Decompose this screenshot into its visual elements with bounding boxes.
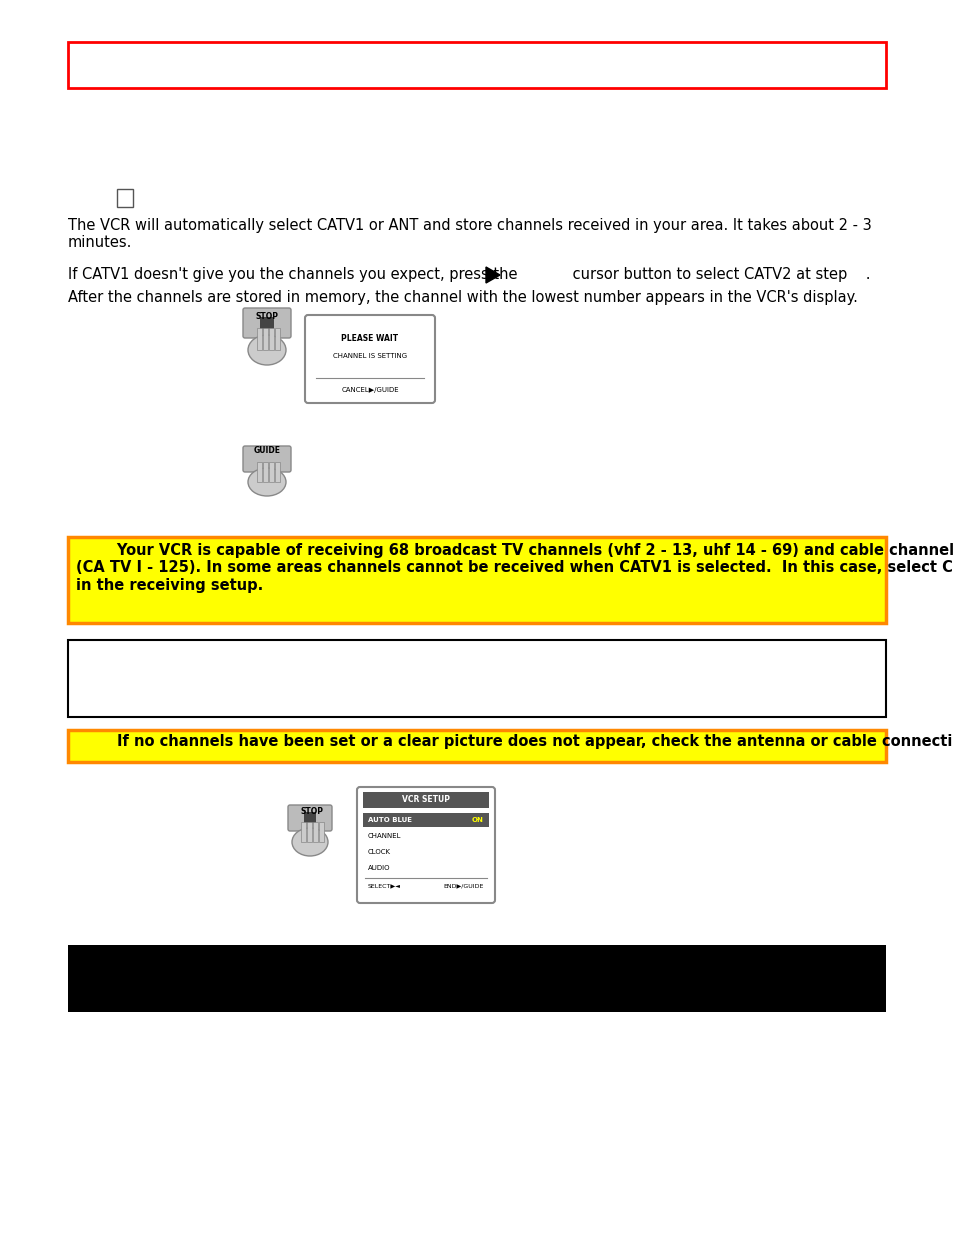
Text: GUIDE: GUIDE [253, 446, 280, 454]
Bar [117, 189, 132, 207]
Text: CHANNEL: CHANNEL [368, 832, 401, 839]
Bar [68, 730, 885, 762]
Text: CHANNEL IS SETTING: CHANNEL IS SETTING [333, 353, 407, 359]
FancyBboxPatch shape [243, 446, 291, 472]
Bar [269, 329, 274, 350]
Bar [256, 329, 262, 350]
Text: AUDIO: AUDIO [368, 864, 390, 871]
Text: CLOCK: CLOCK [368, 848, 391, 855]
Text: cursor button to select CATV2 at step    .: cursor button to select CATV2 at step . [567, 267, 869, 282]
Bar [363, 792, 489, 808]
Bar [263, 462, 268, 482]
Ellipse shape [292, 827, 328, 856]
Bar [263, 329, 268, 350]
Text: SELECT▶◄: SELECT▶◄ [368, 883, 400, 888]
Bar [260, 317, 274, 329]
Text: Your VCR is capable of receiving 68 broadcast TV channels (vhf 2 - 13, uhf 14 - : Your VCR is capable of receiving 68 broa… [76, 543, 953, 593]
Bar [363, 813, 489, 827]
Text: CANCEL▶/GUIDE: CANCEL▶/GUIDE [341, 387, 398, 393]
Text: AUTO BLUE: AUTO BLUE [368, 818, 412, 823]
Bar [274, 329, 280, 350]
Bar [68, 537, 885, 622]
Bar [274, 462, 280, 482]
Text: If CATV1 doesn't give you the channels you expect, press the: If CATV1 doesn't give you the channels y… [68, 267, 521, 282]
Ellipse shape [248, 335, 286, 366]
Bar [304, 811, 315, 823]
FancyBboxPatch shape [288, 805, 332, 831]
Polygon shape [485, 267, 499, 283]
FancyBboxPatch shape [356, 787, 495, 903]
Bar [301, 823, 306, 842]
Text: PLEASE WAIT: PLEASE WAIT [341, 333, 398, 342]
Text: VCR SETUP: VCR SETUP [401, 795, 450, 804]
Text: STOP: STOP [300, 806, 323, 815]
Bar [68, 640, 885, 718]
Text: ON: ON [472, 818, 483, 823]
Bar [269, 462, 274, 482]
Ellipse shape [248, 468, 286, 496]
Text: The VCR will automatically select CATV1 or ANT and store channels received in yo: The VCR will automatically select CATV1 … [68, 219, 871, 251]
Text: STOP: STOP [255, 311, 278, 321]
FancyBboxPatch shape [243, 308, 291, 338]
Bar [313, 823, 317, 842]
Bar [307, 823, 312, 842]
Bar [256, 462, 262, 482]
Bar [68, 945, 885, 1011]
Bar [68, 42, 885, 88]
Text: END▶/GUIDE: END▶/GUIDE [443, 883, 483, 888]
Text: After the channels are stored in memory, the channel with the lowest number appe: After the channels are stored in memory,… [68, 290, 857, 305]
FancyBboxPatch shape [305, 315, 435, 403]
Bar [318, 823, 324, 842]
Text: If no channels have been set or a clear picture does not appear, check the anten: If no channels have been set or a clear … [76, 734, 953, 748]
